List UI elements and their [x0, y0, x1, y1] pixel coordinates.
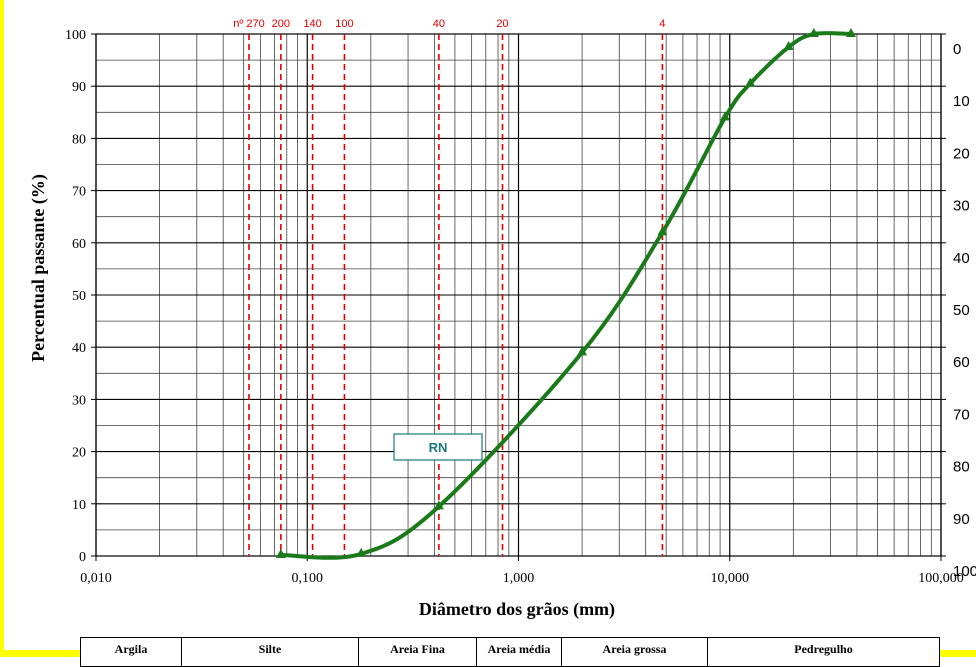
y-tick-label: 50 — [72, 289, 86, 304]
x-tick-label: 1,000 — [503, 571, 535, 586]
y2-tick-label: 20 — [953, 145, 970, 162]
sieve-label: 140 — [303, 18, 321, 30]
x-tick-label: 0,010 — [80, 571, 112, 586]
data-point — [745, 77, 756, 87]
sieve-label: 40 — [433, 18, 445, 30]
y-tick-label: 70 — [72, 185, 86, 200]
y-tick-label: 40 — [72, 341, 86, 356]
y2-tick-label: 100 — [953, 563, 976, 580]
y2-tick-label: 50 — [953, 302, 970, 319]
series-markers-rn — [275, 28, 857, 558]
class-silte: Silte — [182, 638, 359, 666]
sieve-label: nº 270 — [233, 18, 265, 30]
legend-box: RN — [393, 433, 483, 461]
x-tick-label: 0,100 — [292, 571, 324, 586]
y2-tick-label: 0 — [953, 41, 961, 58]
y2-tick-label: 10 — [953, 93, 970, 110]
data-point — [720, 111, 731, 121]
data-point — [808, 28, 819, 37]
y-tick-label: 10 — [72, 498, 86, 513]
data-point — [846, 28, 857, 37]
grid-major-lines — [95, 33, 942, 557]
x-tick-label: 10,000 — [711, 571, 750, 586]
y2-tick-label: 60 — [953, 354, 970, 371]
y-tick-label: 60 — [72, 237, 86, 252]
y-tick-label: 80 — [72, 132, 86, 147]
data-point — [657, 226, 668, 236]
x-axis-labels: 0,010 0,100 1,000 10,000 100,000 — [80, 556, 964, 586]
y2-tick-label: 90 — [953, 511, 970, 528]
y2-tick-label: 40 — [953, 250, 970, 267]
class-pedregulho: Pedregulho — [794, 642, 853, 656]
y2-tick-label: 30 — [953, 198, 970, 215]
y-tick-label: 100 — [65, 28, 86, 43]
y2-axis-labels: 0 10 20 30 40 50 60 70 80 90 100 — [941, 33, 976, 580]
y-tick-label: 0 — [79, 550, 86, 565]
legend-label: RN — [429, 440, 448, 455]
sieve-label: 200 — [272, 18, 290, 30]
x-axis-title: Diâmetro dos grãos (mm) — [419, 599, 615, 620]
data-point — [275, 548, 286, 558]
y-tick-label: 90 — [72, 80, 86, 95]
class-argila: Argila — [81, 638, 182, 666]
y-tick-label: 20 — [72, 446, 86, 461]
class-areia-grossa: Areia grossa — [562, 638, 708, 666]
y-axis-labels: 0 10 20 30 40 50 60 70 80 90 100 — [65, 28, 96, 565]
y2-tick-label: 70 — [953, 406, 970, 423]
sieve-label: 100 — [335, 18, 353, 30]
data-point — [433, 500, 444, 510]
sieve-label: 4 — [659, 18, 665, 30]
y-tick-label: 30 — [72, 393, 86, 408]
data-point — [356, 547, 367, 557]
soil-classification-table: Argila Silte Areia Fina Areia média Arei… — [80, 637, 940, 667]
sieve-lines: nº 270 200 140 100 40 20 4 — [233, 18, 665, 556]
left-yellow-edge — [0, 0, 4, 657]
class-areia-media: Areia média — [477, 638, 562, 666]
data-point — [577, 346, 588, 356]
sieve-label: 20 — [496, 18, 508, 30]
class-areia-fina: Areia Fina — [359, 638, 477, 666]
x-tick-label: 100,000 — [918, 571, 964, 586]
data-point — [783, 41, 794, 51]
y2-tick-label: 80 — [953, 459, 970, 476]
y-axis-title: Percentual passante (%) — [28, 174, 49, 362]
